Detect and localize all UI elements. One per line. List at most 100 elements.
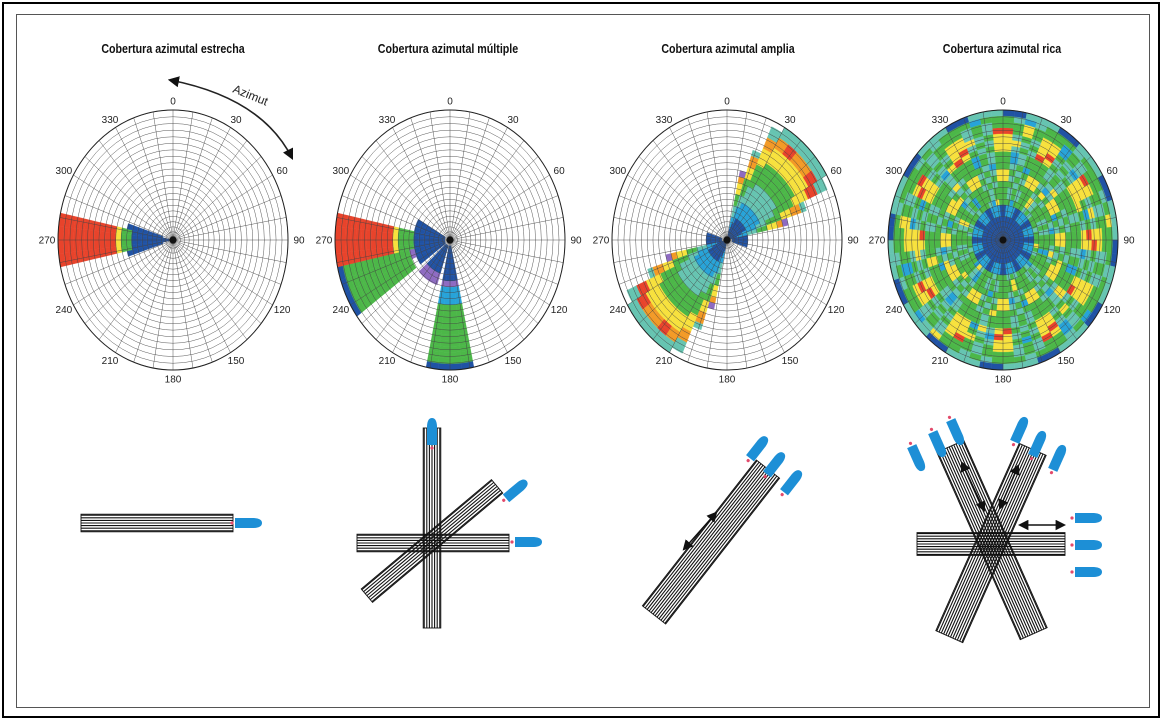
coverage-bins <box>57 212 174 268</box>
vessel <box>1028 430 1047 461</box>
streamer-line <box>961 454 1046 643</box>
grid-spoke <box>726 239 785 353</box>
grid-spoke <box>726 156 816 241</box>
grid-spoke <box>613 239 728 263</box>
coverage-bin <box>976 239 983 244</box>
rose-center <box>999 236 1007 244</box>
vessel <box>427 418 437 450</box>
grid-spoke <box>115 239 174 353</box>
grid-spoke <box>64 239 174 285</box>
vessel-source <box>1029 457 1034 461</box>
vessel-source <box>763 475 767 479</box>
grid-spoke <box>726 195 836 241</box>
grid-spoke <box>652 239 728 340</box>
streamer-line <box>954 451 1039 640</box>
grid-spoke <box>375 239 451 340</box>
grid-spoke <box>449 239 490 363</box>
tick-label: 90 <box>847 236 859 247</box>
tick-label: 300 <box>610 166 627 177</box>
coverage-bin <box>1002 174 1010 182</box>
grid-spoke <box>613 217 728 241</box>
coverage-bin <box>1002 139 1013 147</box>
tick-label: 210 <box>379 356 396 367</box>
grid-spoke <box>982 111 1004 241</box>
coverage-bin <box>360 229 367 241</box>
polar-grid <box>611 109 843 371</box>
grid-spoke <box>726 239 748 369</box>
coverage-bin <box>350 228 357 241</box>
grid-spoke <box>59 217 174 241</box>
vessel <box>1048 444 1067 475</box>
coverage-bin <box>1002 127 1014 135</box>
coverage-bin <box>1002 345 1014 353</box>
coverage-bin <box>1060 239 1066 248</box>
streamer-line <box>959 453 1044 642</box>
streamer-line <box>940 445 1026 634</box>
grid-spoke <box>1002 111 1024 241</box>
coverage-bin <box>1054 239 1061 247</box>
streamer-line <box>361 479 493 591</box>
grid-spoke <box>1002 217 1117 241</box>
coverage-bin <box>423 239 430 244</box>
coverage-bin <box>1000 216 1004 223</box>
coverage-bin <box>449 304 457 312</box>
coverage-bin <box>126 223 134 231</box>
coverage-bin <box>913 229 920 241</box>
vessel-source <box>947 415 952 419</box>
coverage-bin <box>115 239 122 247</box>
coverage-bin <box>934 231 941 241</box>
grid-spoke <box>627 239 728 306</box>
coverage-bin <box>350 239 357 252</box>
tick-label: 90 <box>570 236 582 247</box>
tick-label: 30 <box>784 115 796 126</box>
vessel-source <box>1070 570 1074 574</box>
coverage-bin <box>934 239 941 249</box>
coverage-bin <box>919 239 926 251</box>
grid-spoke <box>98 140 174 241</box>
tick-label: 300 <box>886 166 903 177</box>
tick-label: 210 <box>932 356 949 367</box>
grid-spoke <box>687 239 728 363</box>
grid-spoke <box>726 239 836 285</box>
coverage-bin <box>903 228 910 241</box>
streamer-line <box>662 475 778 623</box>
rose-outline <box>334 109 566 371</box>
tick-label: 240 <box>333 305 350 316</box>
coverage-bin <box>441 327 451 335</box>
grid-spoke <box>618 195 728 241</box>
tick-label: 270 <box>316 236 333 247</box>
coverage-bin <box>68 227 75 241</box>
grid-spoke <box>361 156 451 241</box>
rose-center <box>446 236 454 244</box>
coverage-bin <box>1002 333 1013 341</box>
coverage-bin <box>994 327 1004 335</box>
grid-spoke <box>726 239 767 363</box>
grid-spoke <box>341 239 451 285</box>
grid-spoke <box>449 217 564 241</box>
grid-spoke <box>903 174 1004 241</box>
grid-spoke <box>903 239 1004 306</box>
streamer-line <box>369 489 501 601</box>
tick-label: 210 <box>656 356 673 367</box>
offset-arrow <box>998 464 1020 510</box>
coverage-bin <box>443 298 451 306</box>
tick-label: 180 <box>442 375 459 386</box>
grid-spoke <box>638 156 728 241</box>
coverage-bin <box>940 232 946 241</box>
vessel-hull <box>502 479 528 503</box>
tick-label: 120 <box>551 305 568 316</box>
coverage-bin <box>438 351 451 359</box>
tick-label: 0 <box>1000 97 1006 108</box>
grid-spoke <box>1002 117 1043 241</box>
grid-spoke <box>945 127 1004 241</box>
tick-label: 60 <box>831 166 843 177</box>
grid-spoke <box>449 239 539 324</box>
coverage-bin <box>991 121 1004 129</box>
vessel-hull <box>746 436 769 462</box>
coverage-bin <box>1096 228 1103 241</box>
coverage-bin <box>817 177 828 193</box>
vessel-hull <box>1048 444 1067 472</box>
vessel-hull <box>946 418 965 446</box>
grid-spoke <box>618 239 728 285</box>
vessel <box>1070 513 1102 523</box>
